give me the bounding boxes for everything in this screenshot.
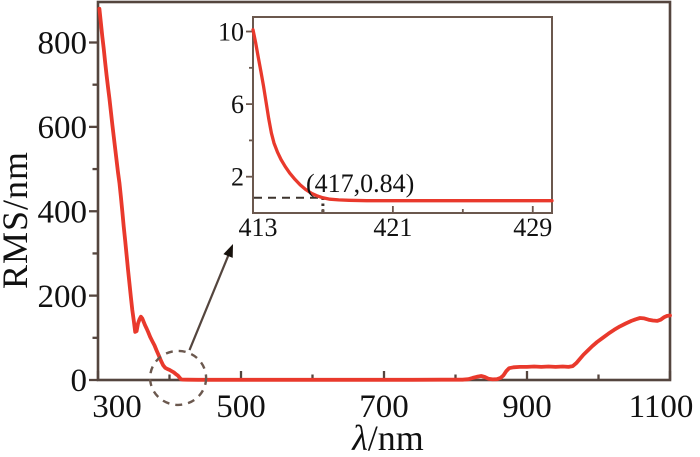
magnify-arrow-head bbox=[223, 244, 233, 258]
main-y-tick-label: 200 bbox=[38, 279, 88, 315]
inset-x-tick-label: 421 bbox=[373, 213, 412, 242]
inset-x-tick-label: 413 bbox=[239, 213, 278, 242]
inset-curve bbox=[251, 28, 554, 203]
main-y-tick-label: 400 bbox=[38, 194, 88, 230]
main-x-tick-label: 700 bbox=[359, 389, 409, 425]
main-x-tick-label: 300 bbox=[92, 389, 142, 425]
inset-y-tick-label: 2 bbox=[231, 163, 244, 192]
inset-point-label: (417,0.84) bbox=[306, 169, 414, 198]
main-x-tick-label: 1100 bbox=[629, 389, 694, 425]
y-axis-title: RMS/nm bbox=[0, 151, 35, 289]
inset-x-tick-label: 429 bbox=[513, 213, 552, 242]
main-plot: 300 500 700 900 1100 0 200 400 600 800 bbox=[38, 0, 694, 425]
magnify-arrow-line bbox=[188, 252, 231, 351]
main-y-tick-label: 0 bbox=[71, 363, 88, 399]
x-axis-title-unit: /nm bbox=[368, 418, 424, 457]
main-y-tick-label: 800 bbox=[38, 26, 88, 62]
inset-frame bbox=[252, 16, 553, 214]
main-x-tick-label: 500 bbox=[216, 389, 266, 425]
x-axis-title-symbol: λ bbox=[351, 418, 368, 457]
main-curve bbox=[97, 6, 672, 382]
main-x-tick-label: 900 bbox=[502, 389, 552, 425]
magnify-annotations bbox=[148, 244, 233, 407]
x-axis-title: λ/nm bbox=[351, 418, 424, 457]
magnified-region-circle bbox=[148, 349, 208, 407]
inset-plot: 413 421 429 2 6 10 bbox=[218, 16, 554, 242]
inset-y-tick-label: 6 bbox=[231, 90, 244, 119]
main-y-tick-label: 600 bbox=[38, 110, 88, 146]
inset-y-tick-label: 10 bbox=[218, 17, 244, 46]
